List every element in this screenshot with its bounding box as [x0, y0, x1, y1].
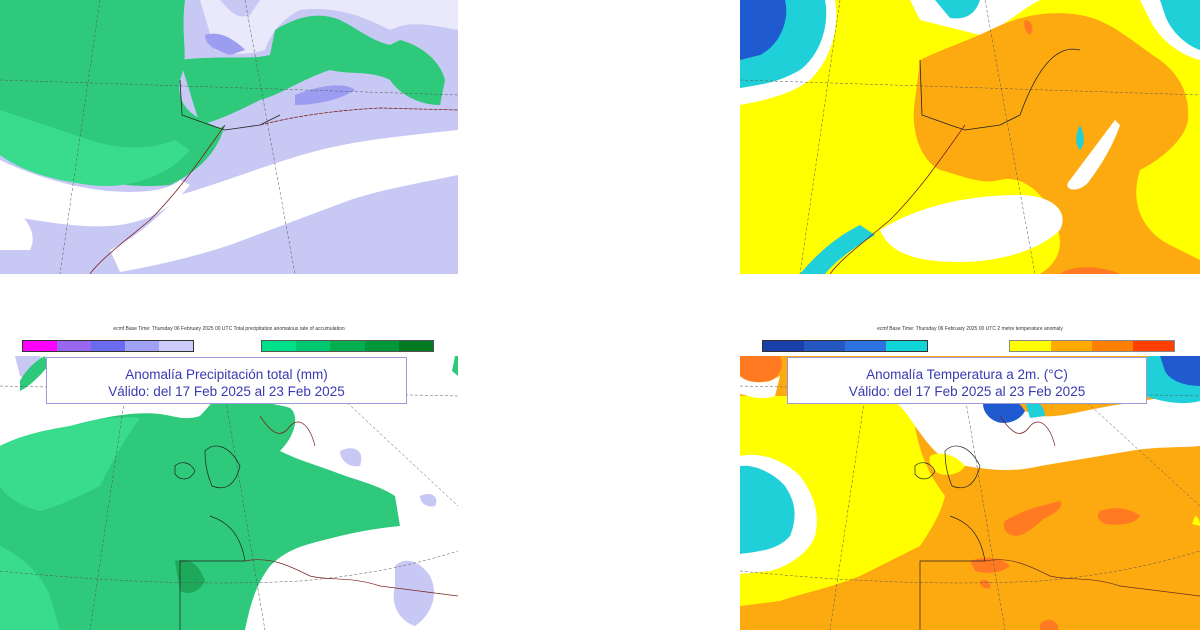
- precip-neg-band-2: [57, 341, 91, 351]
- precip-map-top: [0, 0, 458, 274]
- temp-pos-band-3: [1092, 341, 1133, 351]
- temp-neg-band-2: [804, 341, 845, 351]
- precip-map-valid-range: Válido: del 17 Feb 2025 al 23 Feb 2025: [108, 384, 345, 399]
- precip-anomaly-map: Anomalía Precipitación total (mm) Válido…: [0, 356, 458, 630]
- temp-anomaly-map: Anomalía Temperatura a 2m. (°C) Válido: …: [740, 356, 1200, 630]
- temp-map-title-box: Anomalía Temperatura a 2m. (°C) Válido: …: [787, 357, 1147, 404]
- temp-map-valid-range: Válido: del 17 Feb 2025 al 23 Feb 2025: [848, 384, 1086, 399]
- precip-legend: ecmf Base Time: Thursday 06 February 202…: [0, 326, 458, 354]
- precip-legend-caption: ecmf Base Time: Thursday 06 February 202…: [113, 326, 345, 332]
- temp-pos-band-1: [1010, 341, 1051, 351]
- temp-positive-colorbar: [1009, 340, 1175, 352]
- precip-pos-band-4: [364, 341, 399, 351]
- precip-neg-band-5: [159, 341, 193, 351]
- precip-pos-band-5: [398, 341, 434, 351]
- temp-legend: ecmf Base Time: Thursday 06 February 202…: [740, 326, 1200, 354]
- precip-pos-band-1: [262, 341, 297, 351]
- temp-pos-band-4: [1133, 341, 1174, 351]
- precip-neg-band-3: [91, 341, 125, 351]
- temp-neg-band-1: [763, 341, 804, 351]
- temp-neg-band-3: [845, 341, 886, 351]
- precip-positive-colorbar: [261, 340, 434, 352]
- precip-neg-band-1: [23, 341, 57, 351]
- precip-negative-colorbar: [22, 340, 194, 352]
- precip-map-title-box: Anomalía Precipitación total (mm) Válido…: [46, 357, 407, 404]
- temp-legend-caption: ecmf Base Time: Thursday 06 February 202…: [877, 326, 1063, 332]
- precip-pos-band-3: [330, 341, 365, 351]
- temp-neg-band-4: [886, 341, 927, 351]
- precip-pos-band-2: [296, 341, 331, 351]
- temp-map-top-image: [740, 0, 1200, 274]
- precip-neg-band-4: [125, 341, 159, 351]
- temp-map-title: Anomalía Temperatura a 2m. (°C): [866, 367, 1068, 382]
- precip-map-top-image: [0, 0, 458, 274]
- temp-map-top: [740, 0, 1200, 274]
- temp-pos-band-2: [1051, 341, 1092, 351]
- temp-negative-colorbar: [762, 340, 928, 352]
- precip-map-title: Anomalía Precipitación total (mm): [125, 367, 328, 382]
